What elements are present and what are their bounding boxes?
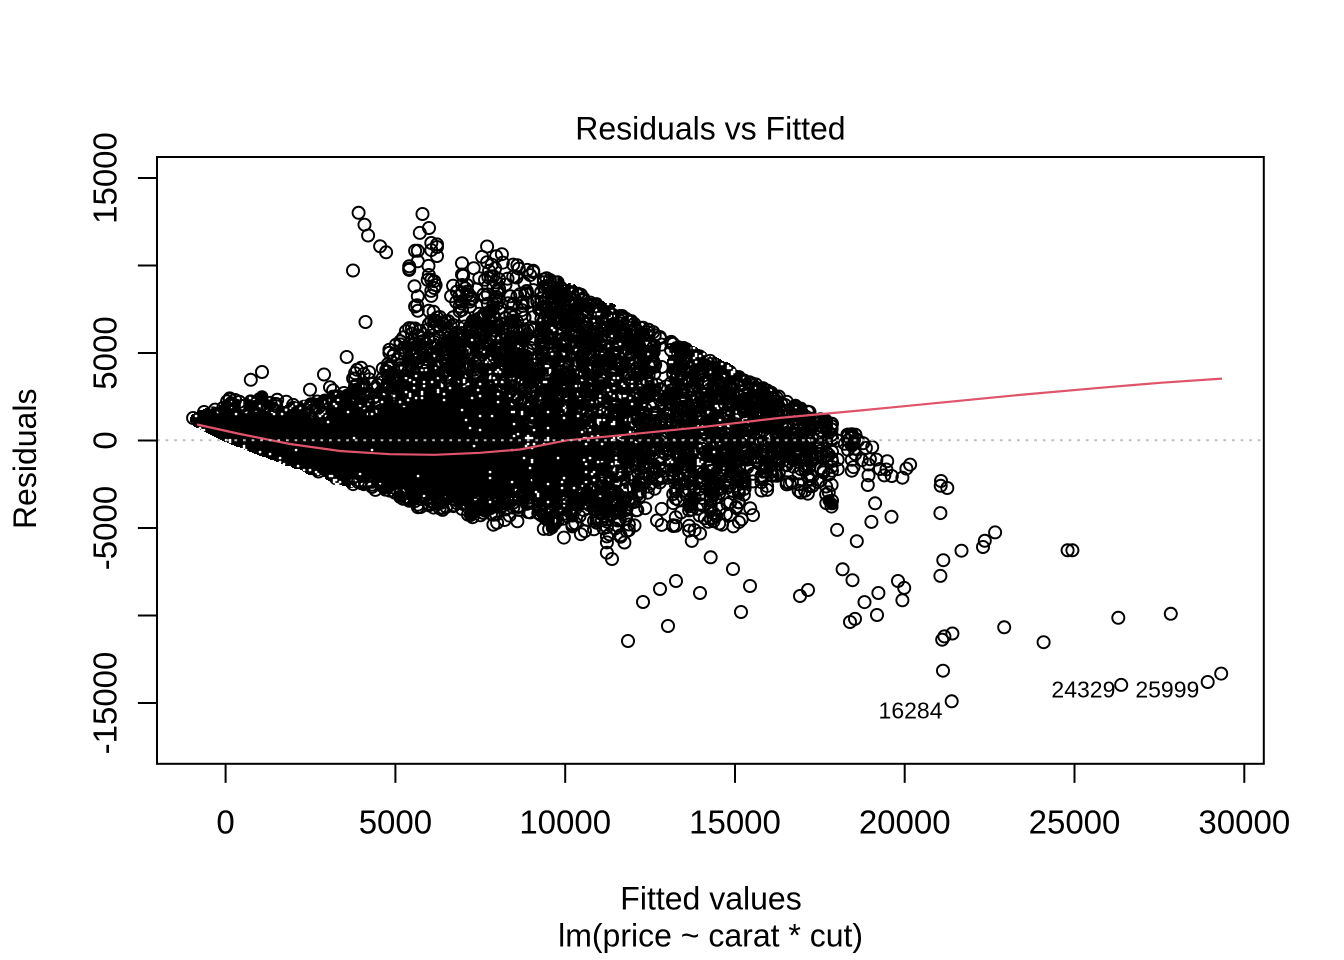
svg-text:15000: 15000 [87, 132, 124, 224]
svg-text:0: 0 [216, 804, 234, 841]
svg-text:Fitted values: Fitted values [620, 881, 801, 917]
svg-text:lm(price ~ carat * cut): lm(price ~ carat * cut) [558, 917, 863, 953]
svg-text:25999: 25999 [1135, 676, 1199, 702]
svg-text:5000: 5000 [87, 316, 124, 389]
svg-text:30000: 30000 [1198, 804, 1290, 841]
svg-text:5000: 5000 [359, 804, 432, 841]
svg-text:25000: 25000 [1029, 804, 1121, 841]
svg-text:24329: 24329 [1051, 676, 1115, 702]
svg-text:Residuals vs Fitted: Residuals vs Fitted [575, 111, 845, 147]
svg-text:-15000: -15000 [87, 652, 124, 755]
svg-text:0: 0 [87, 431, 124, 449]
svg-text:15000: 15000 [689, 804, 781, 841]
svg-text:Residuals: Residuals [7, 389, 43, 530]
svg-text:-5000: -5000 [87, 486, 124, 570]
svg-text:10000: 10000 [519, 804, 611, 841]
svg-text:16284: 16284 [879, 697, 943, 723]
svg-text:20000: 20000 [859, 804, 951, 841]
